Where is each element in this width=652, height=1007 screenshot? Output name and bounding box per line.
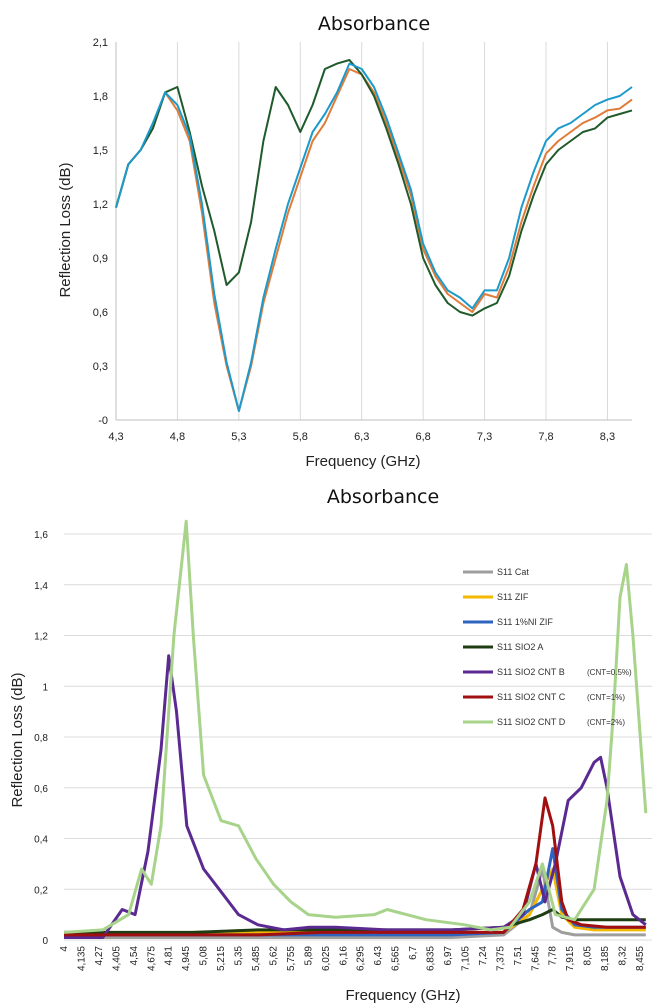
- x-tick-label: 5,8: [293, 431, 308, 443]
- x-tick-label: 6,835: [426, 946, 437, 971]
- x-tick-label: 6,43: [373, 946, 384, 966]
- x-tick-label: 7,8: [538, 431, 553, 443]
- x-tick-label: 5,755: [286, 946, 297, 971]
- x-tick-label: 7,915: [565, 946, 576, 971]
- y-tick-label: 0,3: [93, 361, 108, 373]
- x-tick-label: 7,24: [478, 946, 489, 966]
- x-tick-label: 6,16: [338, 946, 349, 966]
- x-tick-label: 6,3: [354, 431, 369, 443]
- x-tick-label: 4,945: [181, 946, 192, 971]
- y-tick-label: 0,6: [34, 784, 48, 795]
- x-tick-label: 6,565: [391, 946, 402, 971]
- y-tick-label: 1,2: [93, 199, 108, 211]
- legend: S11 Cat S11 ZIF S11 1%NI ZIF S11 SIO2 A S11 …: [463, 567, 632, 727]
- x-tick-label: 4: [59, 946, 70, 952]
- y-tick-label: 1,6: [34, 530, 48, 541]
- x-tick-label: 8,32: [618, 946, 629, 966]
- y-tick-label: 1: [42, 682, 48, 693]
- series-group: [115, 59, 633, 412]
- x-tick-label: 4,54: [129, 946, 140, 966]
- series-line: [64, 908, 646, 934]
- x-tick-label: 4,81: [164, 946, 175, 966]
- series-line: [115, 59, 633, 317]
- y-tick-label: -0: [98, 415, 108, 427]
- y-axis-ticks: -0 0,3 0,6 0,9 1,2 1,5 1,8 2,1: [93, 37, 108, 427]
- legend-label: S11 Cat: [497, 567, 529, 577]
- y-tick-label: 0: [42, 936, 48, 947]
- x-tick-label: 6,295: [356, 946, 367, 971]
- y-tick-label: 1,2: [34, 632, 48, 643]
- x-tick-label: 7,105: [461, 946, 472, 971]
- x-tick-label: 8,3: [600, 431, 615, 443]
- y-axis-ticks: 0 0,2 0,4 0,6 0,8 1 1,2 1,4 1,6: [34, 530, 48, 947]
- legend-label: S11 SIO2 CNT D: [497, 717, 566, 727]
- x-tick-label: 5,89: [303, 946, 314, 966]
- legend-note: (CNT=2%): [587, 718, 625, 727]
- x-tick-label: 8,455: [635, 946, 646, 971]
- x-tick-label: 4,135: [77, 946, 88, 971]
- y-tick-label: 1,5: [93, 145, 108, 157]
- chart-title: Absorbance: [318, 13, 430, 35]
- x-tick-label: 7,375: [495, 946, 506, 971]
- series-line: [115, 62, 633, 412]
- x-tick-label: 5,35: [234, 946, 245, 966]
- x-tick-label: 8,05: [583, 946, 594, 966]
- x-tick-label: 5,08: [199, 946, 210, 966]
- chart-bottom: Absorbance 0 0,2 0,4 0,6 0,8 1 1,2 1,4 1,6 4 4,13…: [9, 486, 652, 1004]
- series-group: [63, 519, 648, 939]
- x-tick-label: 6,8: [415, 431, 430, 443]
- y-tick-label: 0,9: [93, 253, 108, 265]
- x-tick-label: 5,485: [251, 946, 262, 971]
- legend-label: S11 SIO2 A: [497, 642, 543, 652]
- x-tick-label: 4,27: [94, 946, 105, 966]
- x-tick-label: 7,78: [548, 946, 559, 966]
- legend-label: S11 SIO2 CNT C: [497, 692, 566, 702]
- series-line: [64, 654, 647, 939]
- y-tick-label: 1,8: [93, 91, 108, 103]
- x-axis-label: Frequency (GHz): [305, 453, 420, 470]
- legend-note: (CNT=1%): [587, 693, 625, 702]
- y-tick-label: 0,2: [34, 885, 48, 896]
- chart-top: Absorbance -00,30,60,91,21,51,82,1 4,3 4,…: [57, 13, 633, 470]
- x-tick-label: 5,3: [231, 431, 246, 443]
- x-tick-label: 5,215: [216, 946, 227, 971]
- y-tick-label: 0,6: [93, 307, 108, 319]
- x-tick-label: 8,185: [600, 946, 611, 971]
- x-tick-label: 7,3: [477, 431, 492, 443]
- y-tick-label: 2,1: [93, 37, 108, 49]
- y-tick-label: 0,8: [34, 733, 48, 744]
- series-line: [64, 847, 646, 937]
- x-tick-label: 7,51: [513, 946, 524, 966]
- x-tick-label: 5,62: [269, 946, 280, 966]
- x-tick-label: 4,8: [170, 431, 185, 443]
- y-axis-label: Reflection Loss (dB): [57, 162, 74, 297]
- x-tick-label: 6,7: [408, 946, 419, 960]
- x-tick-label: 4,3: [108, 431, 123, 443]
- x-tick-label: 6,025: [321, 946, 332, 971]
- x-tick-label: 7,645: [530, 946, 541, 971]
- x-tick-label: 4,405: [111, 946, 122, 971]
- series-line: [63, 519, 648, 934]
- series-line: [115, 68, 633, 412]
- legend-label: S11 ZIF: [497, 592, 529, 602]
- legend-label: S11 1%NI ZIF: [497, 617, 553, 627]
- legend-note: (CNT=0.5%): [587, 668, 632, 677]
- x-axis-ticks: 4 4,135 4,27 4,405 4,54 4,675 4,81 4,945 5,08 5,2…: [59, 946, 646, 971]
- chart-title: Absorbance: [327, 486, 439, 508]
- x-tick-label: 4,675: [146, 946, 157, 971]
- x-tick-label: 6,97: [443, 946, 454, 966]
- y-tick-label: 1,4: [34, 581, 48, 592]
- y-tick-label: 0,4: [34, 835, 48, 846]
- x-axis-ticks: 4,3 4,8 5,3 5,8 6,3 6,8 7,3 7,8 8,3: [108, 431, 615, 443]
- y-axis-label: Reflection Loss (dB): [9, 672, 26, 807]
- x-axis-label: Frequency (GHz): [345, 987, 460, 1004]
- legend-label: S11 SIO2 CNT B: [497, 667, 565, 677]
